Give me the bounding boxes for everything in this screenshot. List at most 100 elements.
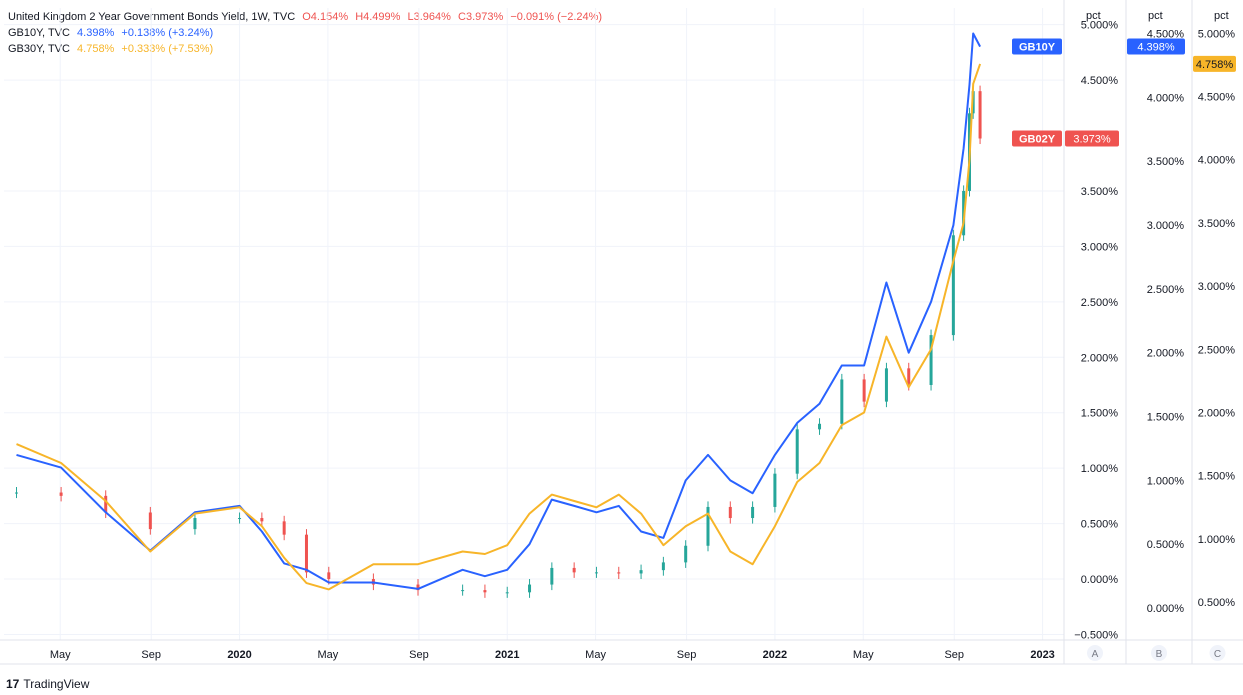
y-tick-label: 4.500%	[1081, 75, 1119, 87]
y-tick-label: 2.000%	[1147, 348, 1185, 360]
series-tag-label: GB10Y	[1019, 42, 1056, 54]
axis-unit-label: pct	[1214, 10, 1229, 22]
candle-body	[594, 572, 598, 574]
x-tick-label: Sep	[677, 649, 697, 661]
series-tag-gb02y	[1012, 130, 1062, 147]
legend-gb10: GB10Y, TVC 4.398% +0.138% (+3.24%)	[8, 25, 602, 41]
candle-body	[304, 534, 308, 573]
x-tick-label: Sep	[409, 649, 429, 661]
candle-body	[884, 368, 888, 402]
chart-legend: United Kingdom 2 Year Government Bonds Y…	[8, 9, 602, 57]
tradingview-logo-icon: 17	[6, 677, 20, 691]
candle-body	[238, 518, 242, 520]
series-line-gb30y	[16, 63, 982, 591]
y-tick-label: 1.000%	[1147, 475, 1185, 487]
candle-body	[617, 572, 621, 574]
series-tag-label: GB02Y	[1019, 134, 1056, 146]
candle-body	[104, 495, 108, 513]
series-line-gb10y	[16, 32, 981, 590]
axis-letter: B	[1156, 649, 1163, 660]
y-tick-label: 1.500%	[1198, 471, 1236, 483]
axis-letter-badge	[1087, 645, 1103, 661]
candle-body	[661, 562, 665, 571]
candle-body	[282, 521, 286, 535]
y-tick-label: 2.000%	[1081, 352, 1119, 364]
y-tick-label: 0.500%	[1198, 597, 1236, 609]
candle-body	[327, 572, 331, 580]
x-tick-label: 2023	[1030, 649, 1054, 661]
candle-body	[751, 506, 755, 519]
y-tick-label: 1.000%	[1081, 463, 1119, 475]
last-value-label: 3.973%	[1073, 134, 1111, 146]
candle-body	[862, 379, 866, 402]
x-tick-label: 2021	[495, 649, 519, 661]
last-value-badge	[1065, 130, 1119, 147]
y-tick-label: 4.000%	[1147, 92, 1185, 104]
chart-grid	[4, 8, 1064, 640]
y-tick-label: 2.500%	[1147, 284, 1185, 296]
y-tick-label: 3.000%	[1147, 220, 1185, 232]
tradingview-branding[interactable]: 17 TradingView	[6, 677, 89, 691]
axis-unit-label: pct	[1148, 10, 1163, 22]
y-tick-label: 3.500%	[1147, 156, 1185, 168]
y-tick-label: 5.000%	[1081, 20, 1119, 32]
candle-body	[795, 429, 799, 474]
y-tick-label: 0.500%	[1147, 539, 1185, 551]
y-tick-label: 0.000%	[1147, 603, 1185, 615]
y-tick-label: 1.500%	[1081, 408, 1119, 420]
chart-labels: GB10Y 4.398% 4.758% GB02Y 3.973%	[1012, 38, 1236, 147]
x-tick-label: Sep	[944, 649, 964, 661]
y-tick-label: 2.500%	[1198, 344, 1236, 356]
candle-body	[14, 492, 18, 494]
legend-main-close: C3.973%	[458, 11, 504, 23]
y-tick-label: −0.500%	[1074, 629, 1118, 641]
candle-body	[505, 592, 509, 594]
candle-body	[978, 91, 982, 139]
y-tick-label: 3.500%	[1198, 218, 1236, 230]
y-tick-label: 3.500%	[1081, 186, 1119, 198]
y-tick-label: 1.000%	[1198, 534, 1236, 546]
last-value-label: 4.758%	[1196, 59, 1234, 71]
candle-body	[907, 368, 911, 385]
y-tick-label: 2.500%	[1081, 297, 1119, 309]
axis-letter: A	[1092, 649, 1099, 660]
y-tick-label: 0.000%	[1081, 574, 1119, 586]
axis-letter-badge	[1209, 645, 1226, 661]
legend-main-low: L3.964%	[407, 11, 451, 23]
legend-gb10-name: GB10Y, TVC	[8, 27, 70, 39]
axis-letter: C	[1214, 649, 1221, 660]
legend-gb30-name: GB30Y, TVC	[8, 43, 70, 55]
x-tick-label: Sep	[141, 649, 161, 661]
candle-body	[728, 506, 732, 519]
legend-main-change: −0.091% (−2.24%)	[510, 11, 603, 23]
legend-gb10-value: 4.398%	[77, 27, 115, 39]
chart-series	[14, 32, 982, 598]
candle-body	[684, 545, 688, 563]
axis-unit-label: pct	[1086, 10, 1101, 22]
chart-axes: May Sep 2020 May Sep 2021 May Sep 2022 May Sep 2023…	[0, 0, 1243, 665]
candle-body	[59, 492, 63, 496]
x-tick-label: 2020	[227, 649, 251, 661]
candle-body	[550, 567, 554, 585]
last-value-label: 4.398%	[1137, 42, 1175, 54]
legend-main-open: O4.154%	[302, 11, 349, 23]
candle-body	[260, 518, 264, 522]
series-tag-gb10y	[1012, 38, 1062, 55]
candle-body	[416, 584, 420, 591]
tradingview-name: TradingView	[23, 677, 90, 691]
y-tick-label: 4.500%	[1198, 91, 1236, 103]
candle-body	[148, 512, 152, 530]
y-tick-label: 2.000%	[1198, 407, 1236, 419]
y-tick-label: 4.500%	[1147, 29, 1185, 41]
candle-body	[840, 379, 844, 424]
candle-body	[706, 506, 710, 546]
candle-body	[929, 335, 933, 385]
y-tick-label: 1.500%	[1147, 412, 1185, 424]
last-value-badge	[1193, 55, 1236, 72]
candle-body	[639, 570, 643, 574]
legend-main-high: H4.499%	[355, 11, 401, 23]
candle-body	[528, 584, 532, 593]
x-tick-label: May	[317, 649, 338, 661]
x-tick-label: May	[50, 649, 71, 661]
